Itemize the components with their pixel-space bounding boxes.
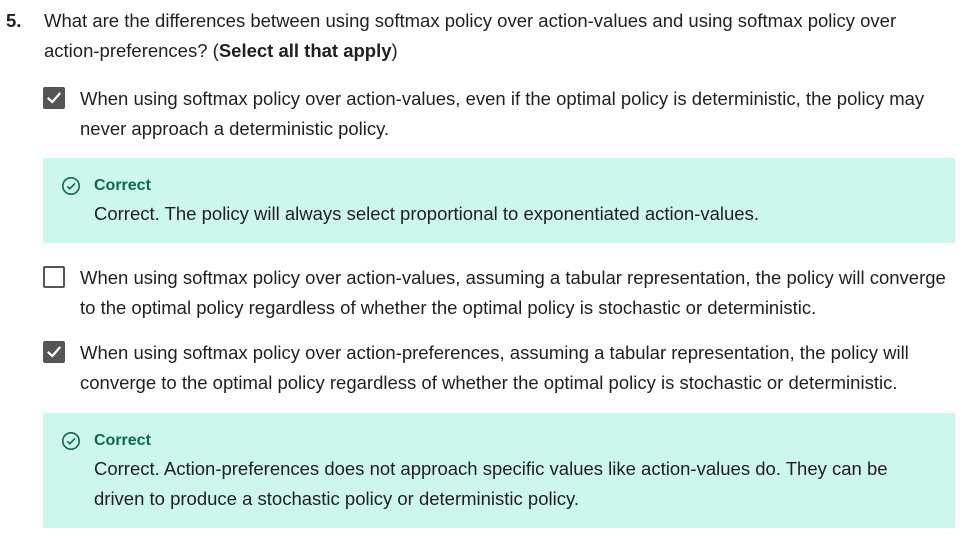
question-instruction: Select all that apply [218, 40, 392, 61]
feedback-label: Correct [94, 177, 151, 194]
check-circle-icon [62, 432, 80, 450]
option-1-feedback: Correct Correct. The policy will always … [43, 158, 955, 243]
option-3-checkbox[interactable] [43, 341, 65, 363]
check-circle-icon [62, 177, 80, 195]
option-1-checkbox[interactable] [43, 87, 65, 109]
question-number: 5. [6, 10, 22, 31]
option-2-checkbox[interactable] [43, 266, 65, 288]
checkmark-icon [46, 92, 62, 104]
feedback-text: Correct. The policy will always select p… [94, 203, 759, 224]
feedback-label: Correct [94, 432, 151, 449]
option-3-feedback: Correct Correct. Action-preferences does… [43, 413, 955, 528]
option-1-label[interactable]: When using softmax policy over action-va… [80, 88, 925, 139]
checkmark-icon [46, 346, 62, 358]
question-prompt-end: ) [391, 40, 398, 61]
option-3-label[interactable]: When using softmax policy over action-pr… [80, 342, 909, 393]
feedback-text: Correct. Action-preferences does not app… [94, 458, 888, 509]
option-2-label[interactable]: When using softmax policy over action-va… [80, 267, 946, 318]
question-text: What are the differences between using s… [44, 6, 944, 66]
question-prompt: What are the differences between using s… [44, 10, 897, 61]
